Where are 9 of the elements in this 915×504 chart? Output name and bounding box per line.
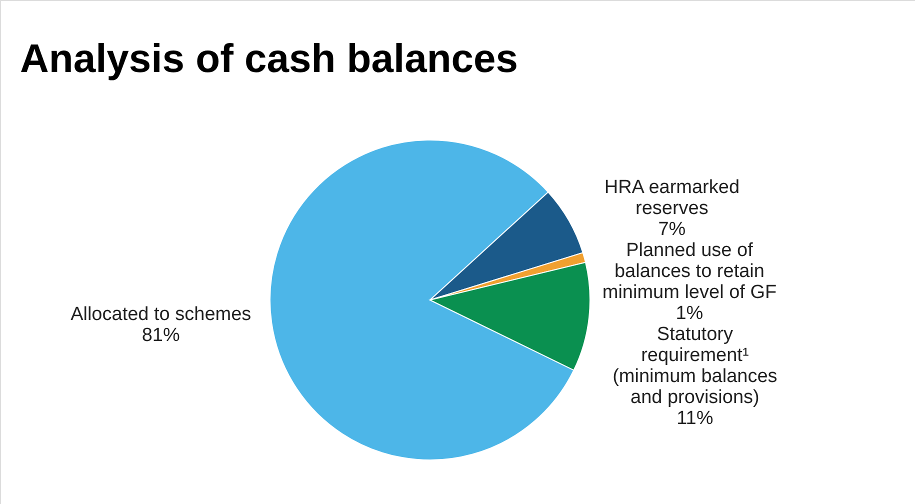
data-label: 7% [658, 219, 686, 240]
data-label: 1% [676, 303, 704, 324]
slice-label: Allocated to schemes [70, 304, 252, 325]
data-label: 81% [142, 324, 180, 346]
slice-label: Planned use of balances to retain minimum level of GF [602, 240, 777, 304]
slice-label: Statutory requirement¹ (minimum balances and provisions) [612, 324, 778, 408]
chart-title: Analysis of cash balances [20, 37, 518, 81]
slice-label: HRA earmarked reserves [604, 177, 740, 220]
data-label: 11% [676, 408, 714, 430]
